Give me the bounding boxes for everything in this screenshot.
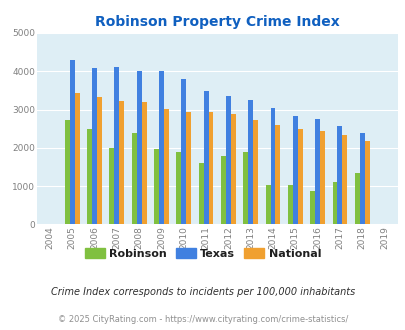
Bar [337,126,341,224]
Bar [297,129,302,224]
Bar [247,100,252,224]
Bar [75,93,79,224]
Bar [275,125,279,224]
Legend: Robinson, Texas, National: Robinson, Texas, National [80,244,325,263]
Bar [265,184,270,224]
Bar [225,96,230,224]
Bar [220,156,225,224]
Bar [359,133,364,224]
Bar [70,60,75,224]
Bar [314,119,319,224]
Bar [198,163,203,224]
Bar [252,120,258,224]
Bar [309,191,314,224]
Bar [287,185,292,224]
Bar [319,131,324,224]
Bar [154,149,159,224]
Bar [203,91,208,224]
Bar [97,97,102,224]
Bar [364,141,369,224]
Bar [119,101,124,224]
Title: Robinson Property Crime Index: Robinson Property Crime Index [95,15,339,29]
Bar [270,108,275,224]
Bar [87,129,92,224]
Bar [354,174,359,224]
Text: © 2025 CityRating.com - https://www.cityrating.com/crime-statistics/: © 2025 CityRating.com - https://www.city… [58,315,347,324]
Bar [243,152,247,224]
Bar [181,79,186,224]
Bar [164,109,168,224]
Text: Crime Index corresponds to incidents per 100,000 inhabitants: Crime Index corresponds to incidents per… [51,287,354,297]
Bar [341,135,346,224]
Bar [176,152,181,224]
Bar [109,148,114,224]
Bar [159,71,164,224]
Bar [230,114,235,224]
Bar [114,67,119,224]
Bar [208,112,213,224]
Bar [92,68,97,224]
Bar [141,102,146,224]
Bar [332,182,337,224]
Bar [186,112,191,224]
Bar [292,116,297,224]
Bar [132,133,136,224]
Bar [65,120,70,224]
Bar [136,71,141,224]
